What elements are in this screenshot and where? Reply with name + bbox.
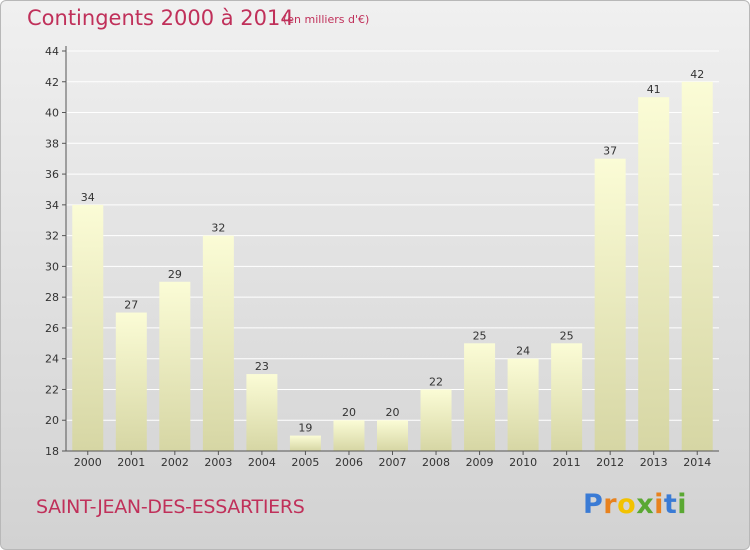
data-label: 42 xyxy=(690,68,704,81)
bar-2003 xyxy=(202,235,234,451)
x-tick-label: 2013 xyxy=(640,456,668,469)
bar-2010 xyxy=(507,358,539,451)
y-tick-label: 18 xyxy=(45,445,59,458)
x-tick-label: 2007 xyxy=(379,456,407,469)
bar-2000 xyxy=(72,204,104,451)
y-tick-label: 38 xyxy=(45,137,59,150)
y-tick-label: 30 xyxy=(45,260,59,273)
brand-letter: i xyxy=(654,489,664,520)
y-tick-label: 26 xyxy=(45,322,59,335)
x-tick-label: 2011 xyxy=(553,456,581,469)
data-label: 29 xyxy=(168,268,182,281)
y-tick-label: 28 xyxy=(45,291,59,304)
y-tick-label: 20 xyxy=(45,414,59,427)
data-label: 32 xyxy=(211,222,225,235)
x-tick-label: 2002 xyxy=(161,456,189,469)
proxiti-logo: Proxiti xyxy=(583,489,687,520)
data-label: 41 xyxy=(647,83,661,96)
x-tick-label: 2014 xyxy=(683,456,711,469)
data-label: 22 xyxy=(429,375,443,388)
y-tick-label: 24 xyxy=(45,353,59,366)
y-tick-label: 42 xyxy=(45,76,59,89)
x-tick-label: 2000 xyxy=(74,456,102,469)
bar-2014 xyxy=(681,81,713,452)
brand-letter: x xyxy=(636,489,655,520)
axes xyxy=(62,46,719,455)
bar-2005 xyxy=(289,435,321,451)
y-tick-label: 34 xyxy=(45,199,59,212)
bar-2006 xyxy=(333,420,365,451)
x-tick-label: 2001 xyxy=(117,456,145,469)
data-label: 20 xyxy=(342,406,356,419)
data-label: 37 xyxy=(603,145,617,158)
x-tick-label: 2012 xyxy=(596,456,624,469)
brand-letter: r xyxy=(603,489,618,520)
bar-2008 xyxy=(420,389,452,451)
x-tick-label: 2005 xyxy=(291,456,319,469)
chart-title: Contingents 2000 à 2014 xyxy=(27,6,294,30)
x-tick-label: 2008 xyxy=(422,456,450,469)
data-label: 19 xyxy=(298,422,312,435)
bar-2009 xyxy=(464,343,496,451)
data-label: 20 xyxy=(386,406,400,419)
bar-2007 xyxy=(377,420,408,451)
brand-letter: i xyxy=(677,489,688,520)
brand-letter: o xyxy=(617,489,637,520)
y-tick-label: 40 xyxy=(45,107,59,120)
data-label: 25 xyxy=(473,329,487,342)
data-label: 23 xyxy=(255,360,269,373)
bar-2011 xyxy=(551,343,583,451)
commune-name: SAINT-JEAN-DES-ESSARTIERS xyxy=(36,496,305,518)
data-label: 27 xyxy=(124,299,138,312)
x-tick-label: 2003 xyxy=(204,456,232,469)
x-tick-label: 2006 xyxy=(335,456,363,469)
bar-2004 xyxy=(246,374,278,451)
brand-letter: P xyxy=(583,489,604,520)
bars xyxy=(72,81,713,452)
data-label: 24 xyxy=(516,345,530,358)
y-tick-label: 22 xyxy=(45,383,59,396)
data-label: 34 xyxy=(81,191,95,204)
x-tick-label: 2010 xyxy=(509,456,537,469)
bar-2002 xyxy=(159,281,191,451)
y-tick-label: 44 xyxy=(45,45,59,58)
bar-2001 xyxy=(115,312,147,451)
chart-subtitle: (en milliers d'€) xyxy=(283,13,370,26)
brand-letter: t xyxy=(663,489,678,520)
bar-2013 xyxy=(638,97,670,452)
x-tick-label: 2004 xyxy=(248,456,276,469)
x-tick-label: 2009 xyxy=(466,456,494,469)
labels: 18 20 22 24 26 28 30 32 34 36 38 40 42 44 34 2000 27 2001… xyxy=(45,45,711,469)
y-tick-label: 36 xyxy=(45,168,59,181)
data-label: 25 xyxy=(560,329,574,342)
y-tick-label: 32 xyxy=(45,230,59,243)
bar-2012 xyxy=(594,158,626,451)
